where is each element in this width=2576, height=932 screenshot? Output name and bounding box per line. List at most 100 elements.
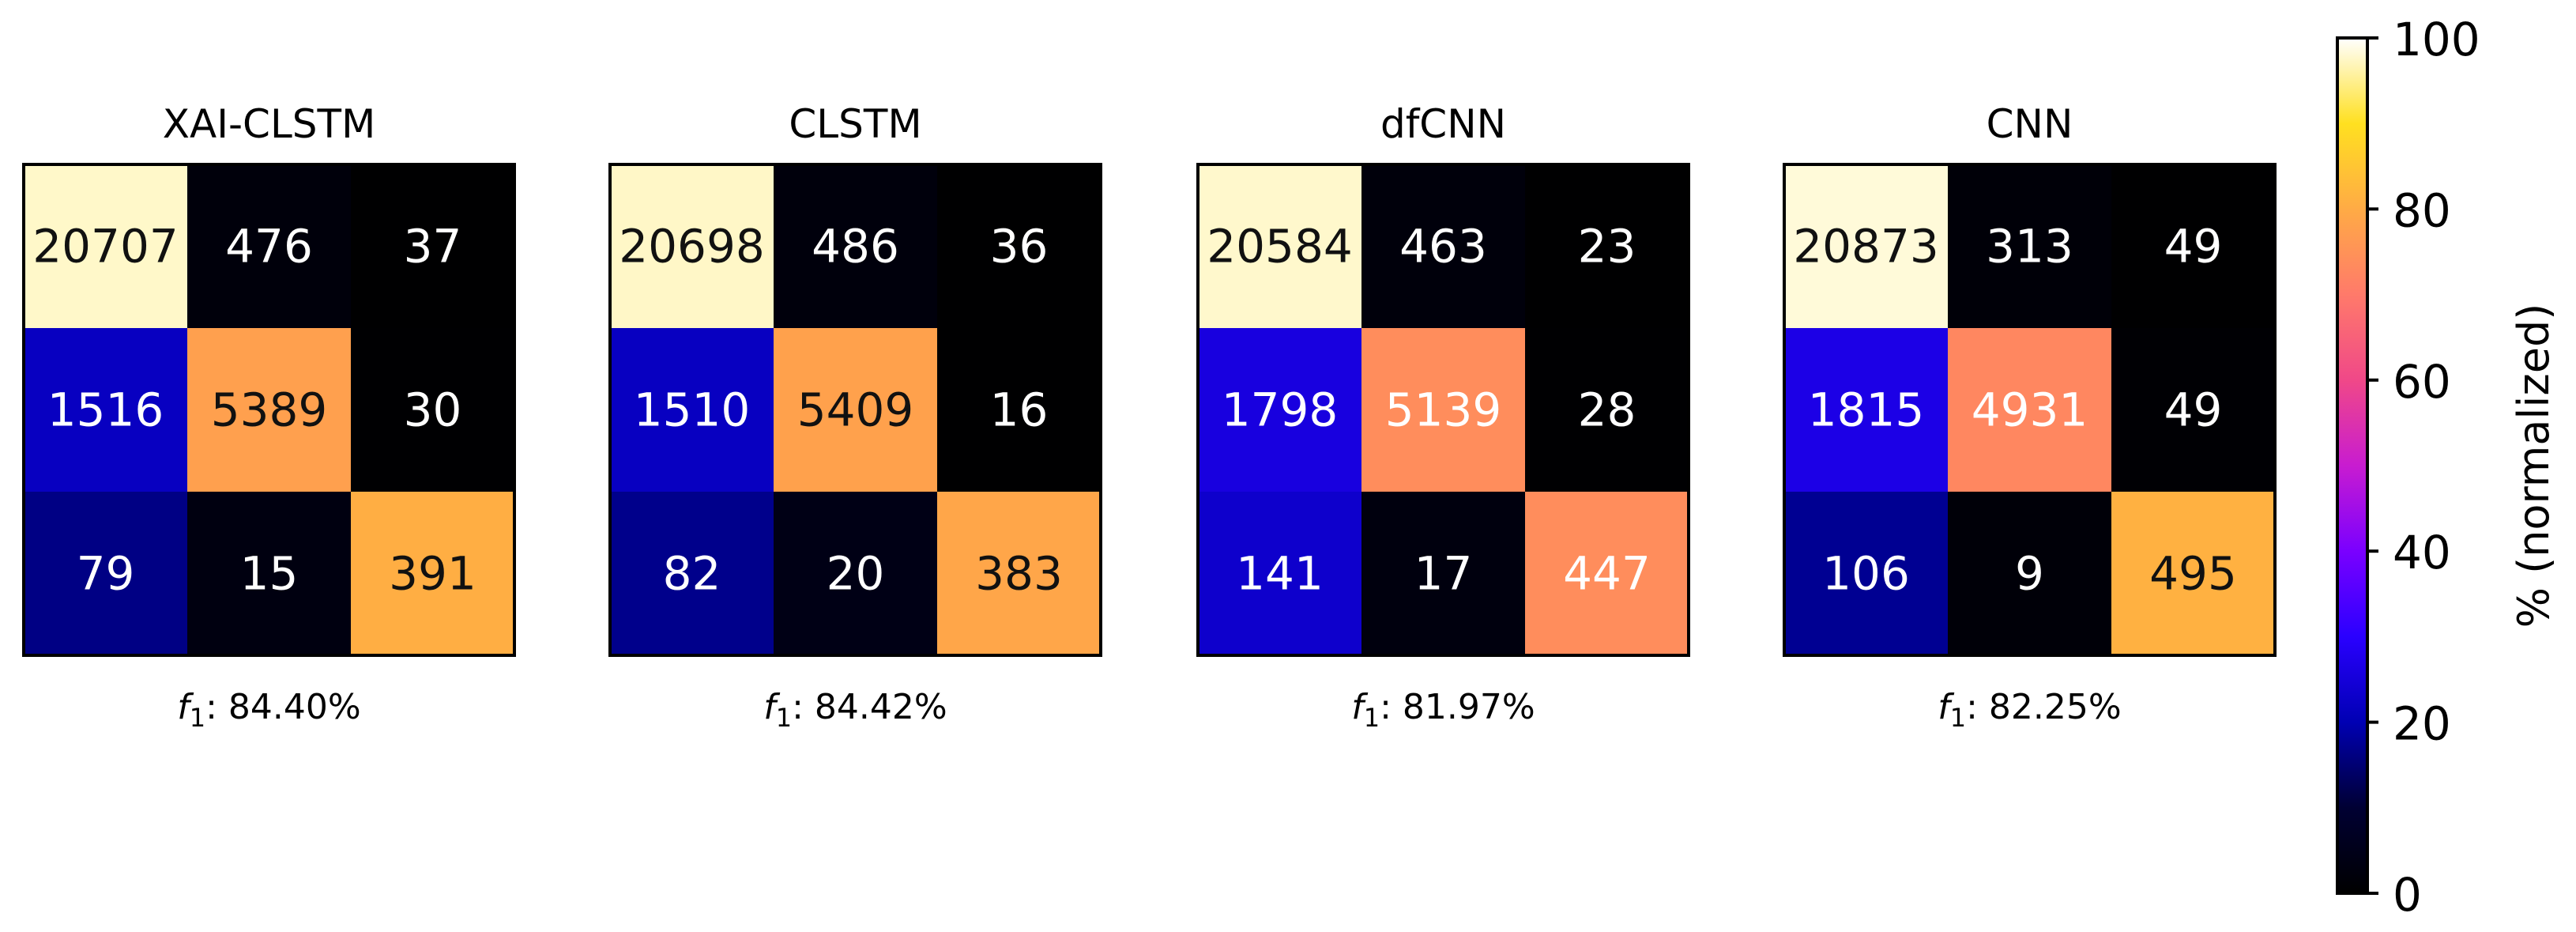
heatmap-cell	[610, 328, 774, 492]
cell-value-label: 5139	[1385, 383, 1502, 437]
heatmap-cell	[187, 492, 351, 655]
heatmap-cell	[610, 164, 774, 328]
colorbar-label: % (normalized)	[2509, 304, 2559, 628]
f1-score-label: f1: 84.40%	[177, 687, 360, 733]
cell-value-label: 383	[975, 547, 1063, 601]
panel-dfcnn: dfCNN 20584 463 23 1798 5139 28 141 17 447 f1: 81.…	[1196, 101, 1690, 733]
heatmap-cell	[351, 492, 514, 655]
panel-title: CLSTM	[789, 101, 921, 147]
heatmap-cell	[610, 492, 774, 655]
panel-title: XAI-CLSTM	[163, 101, 375, 147]
f1-score-label: f1: 82.25%	[1938, 687, 2121, 733]
colorbar: 0 20 40 60 80 100 % (normalized)	[2336, 13, 2559, 922]
panel-clstm: CLSTM 20698 486 36 1510 5409 16 82 20 383 f1: 84.4…	[608, 101, 1102, 733]
cell-value-label: 36	[990, 220, 1049, 274]
cell-value-label: 16	[990, 383, 1049, 437]
cell-value-label: 141	[1236, 547, 1324, 601]
heatmap-cell	[1784, 328, 1948, 492]
heatmap-cell	[1361, 328, 1525, 492]
cell-value-label: 23	[1578, 220, 1636, 274]
cell-value-label: 5409	[797, 383, 914, 437]
heatmap-cell	[1948, 164, 2111, 328]
panel-frame	[608, 163, 1102, 657]
cell-value-label: 4931	[1972, 383, 2088, 437]
cell-value-label: 17	[1414, 547, 1473, 601]
panel-frame	[1783, 163, 2277, 657]
confusion-matrix-panels: XAI-CLSTM 20707 476 37 1516 5389 30 79 15 391 f1: …	[22, 101, 2277, 733]
cell-value-label: 15	[240, 547, 299, 601]
cell-value-label: 20707	[32, 220, 179, 274]
cell-value-label: 1516	[47, 383, 164, 437]
cell-value-label: 5389	[211, 383, 328, 437]
cell-value-label: 28	[1578, 383, 1636, 437]
heatmap-cell	[2111, 492, 2275, 655]
cell-value-label: 476	[225, 220, 313, 274]
cell-value-label: 49	[2164, 220, 2223, 274]
heatmap-cell	[1525, 492, 1689, 655]
heatmap-cell	[1361, 164, 1525, 328]
colorbar-gradient	[2337, 38, 2367, 893]
heatmap-cell	[1361, 492, 1525, 655]
cell-value-label: 1510	[634, 383, 751, 437]
colorbar-tick-label: 0	[2393, 868, 2422, 922]
cell-value-label: 37	[404, 220, 462, 274]
panel-cnn: CNN 20873 313 49 1815 4931 49 106 9 495 f1: 82.25%	[1783, 101, 2277, 733]
heatmap-cell	[187, 328, 351, 492]
cell-value-label: 391	[389, 547, 476, 601]
f1-score-label: f1: 84.42%	[763, 687, 947, 733]
heatmap-cell	[2111, 328, 2275, 492]
cell-value-label: 486	[812, 220, 899, 274]
heatmap-cell	[351, 164, 514, 328]
colorbar-tick-label: 60	[2393, 355, 2451, 409]
heatmap-cell	[937, 164, 1101, 328]
heatmap-cell	[1198, 164, 1361, 328]
panel-frame	[22, 163, 516, 657]
panel-frame	[1196, 163, 1690, 657]
cell-value-label: 9	[2015, 547, 2044, 601]
panel-xai-clstm: XAI-CLSTM 20707 476 37 1516 5389 30 79 15 391 f1: …	[22, 101, 516, 733]
heatmap-cell	[774, 164, 937, 328]
cell-value-label: 82	[663, 547, 721, 601]
cell-value-label: 79	[77, 547, 135, 601]
colorbar-frame	[2336, 36, 2369, 895]
cell-value-label: 20	[827, 547, 885, 601]
cell-value-label: 1798	[1222, 383, 1339, 437]
heatmap-cell	[1784, 164, 1948, 328]
heatmap-cell	[351, 328, 514, 492]
panel-title: dfCNN	[1380, 101, 1506, 147]
heatmap-cell	[1198, 328, 1361, 492]
cell-value-label: 30	[404, 383, 462, 437]
heatmap-cell	[24, 328, 187, 492]
heatmap-cell	[1948, 492, 2111, 655]
colorbar-tick-label: 100	[2393, 13, 2480, 66]
panel-title: CNN	[1987, 101, 2073, 147]
cell-value-label: 1815	[1808, 383, 1925, 437]
cell-value-label: 49	[2164, 383, 2223, 437]
heatmap-cell	[1948, 328, 2111, 492]
heatmap-cell	[24, 492, 187, 655]
cell-value-label: 20698	[619, 220, 765, 274]
heatmap-cell	[937, 492, 1101, 655]
heatmap-cell	[1198, 492, 1361, 655]
cell-value-label: 20584	[1207, 220, 1353, 274]
colorbar-tick-label: 40	[2393, 526, 2451, 579]
colorbar-tick-label: 20	[2393, 697, 2451, 751]
cell-value-label: 20873	[1793, 220, 1939, 274]
heatmap-cell	[2111, 164, 2275, 328]
cell-value-label: 447	[1563, 547, 1651, 601]
f1-score-label: f1: 81.97%	[1351, 687, 1535, 733]
cell-value-label: 495	[2149, 547, 2237, 601]
heatmap-cell	[187, 164, 351, 328]
heatmap-cell	[774, 328, 937, 492]
heatmap-cell	[1525, 328, 1689, 492]
heatmap-cell	[1784, 492, 1948, 655]
heatmap-cell	[1525, 164, 1689, 328]
heatmap-cell	[774, 492, 937, 655]
cell-value-label: 313	[1986, 220, 2073, 274]
colorbar-tick-label: 80	[2393, 183, 2451, 237]
heatmap-cell	[24, 164, 187, 328]
cell-value-label: 463	[1399, 220, 1487, 274]
cell-value-label: 106	[1822, 547, 1910, 601]
heatmap-cell	[937, 328, 1101, 492]
